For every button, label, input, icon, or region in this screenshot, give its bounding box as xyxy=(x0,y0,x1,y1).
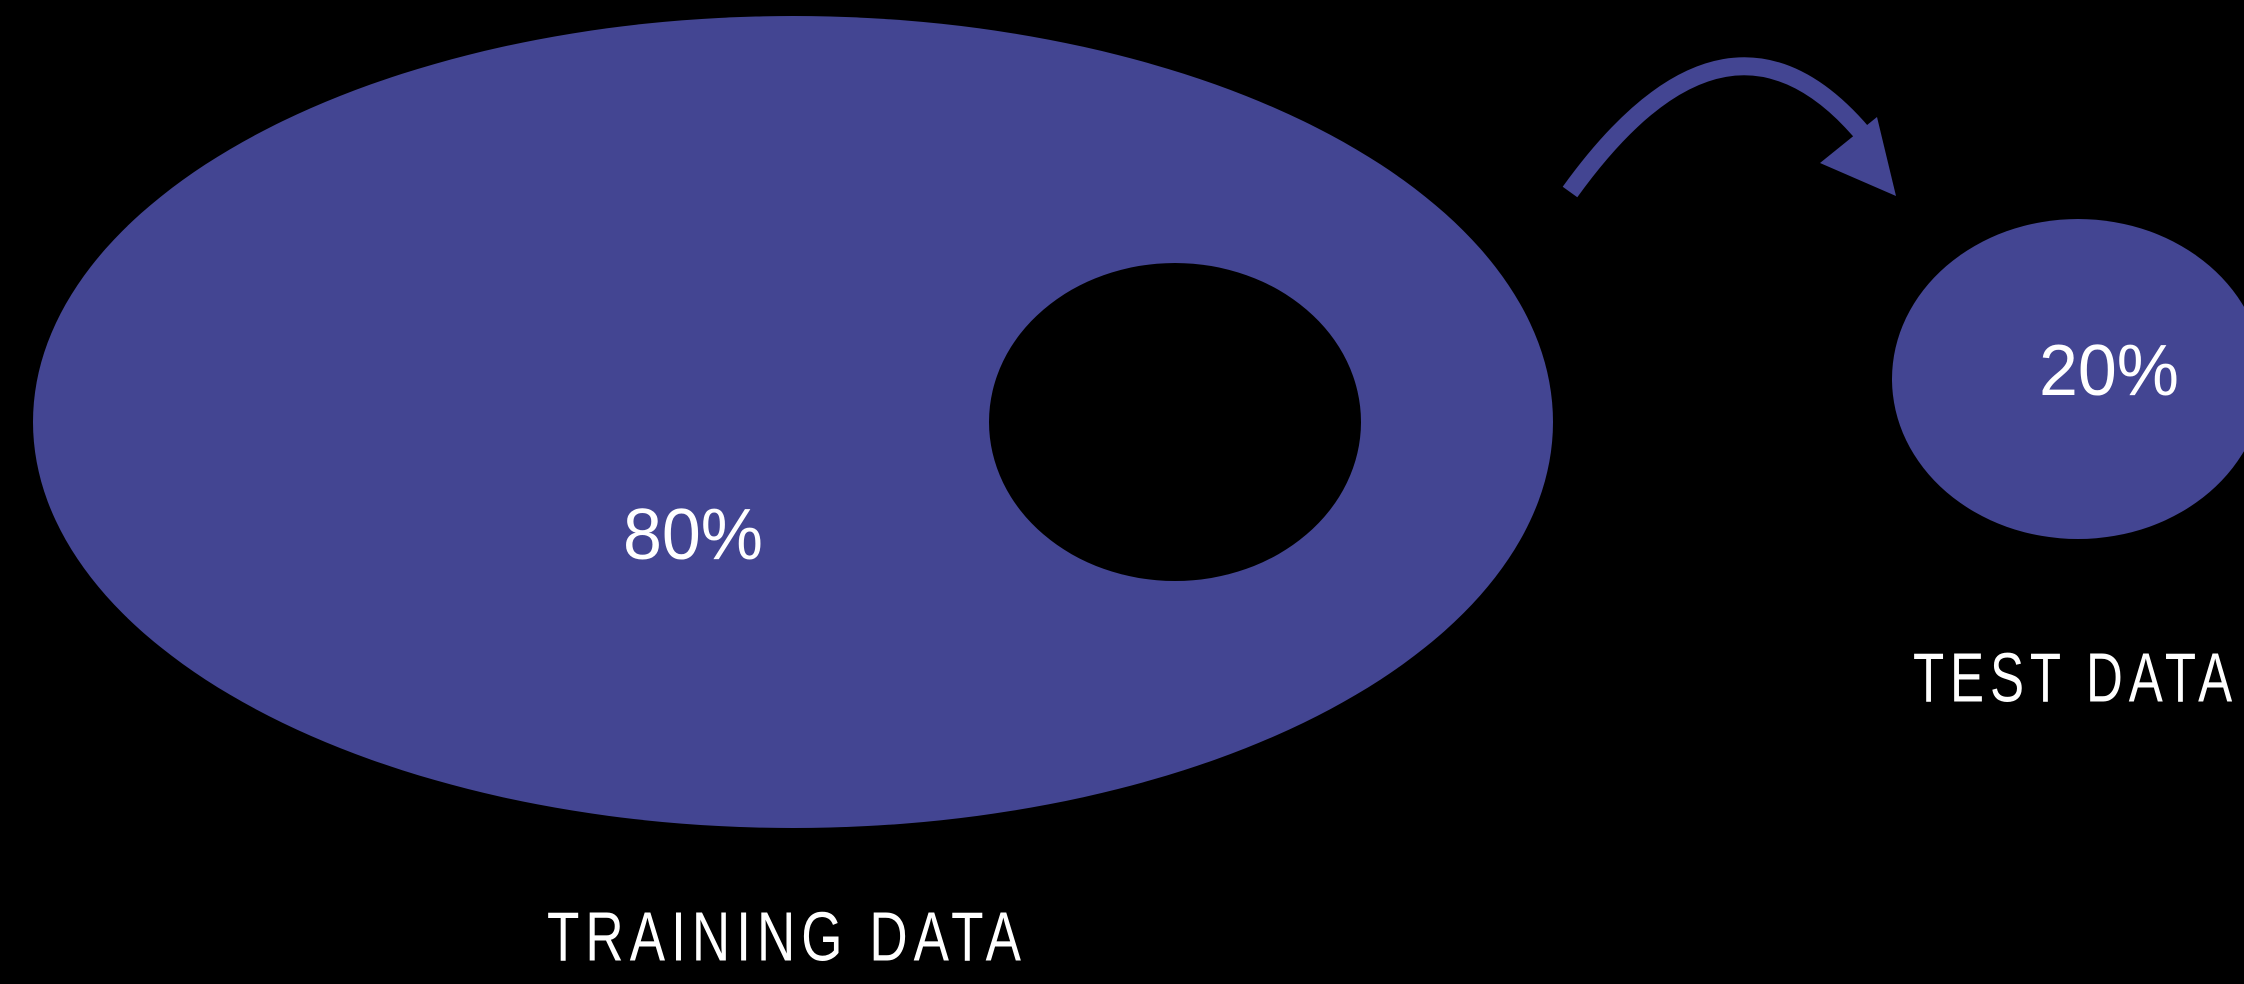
test-ellipse xyxy=(1892,219,2244,539)
arrow-head xyxy=(1820,117,1896,196)
hole xyxy=(989,263,1361,581)
test-percent: 20% xyxy=(2039,331,2179,411)
arrow-curve xyxy=(1562,57,1875,198)
training-ellipse xyxy=(33,16,1553,828)
training-label: TRAINING DATA xyxy=(547,897,1027,975)
training-percent: 80% xyxy=(623,495,763,575)
test-label: TEST DATA xyxy=(1913,638,2238,716)
